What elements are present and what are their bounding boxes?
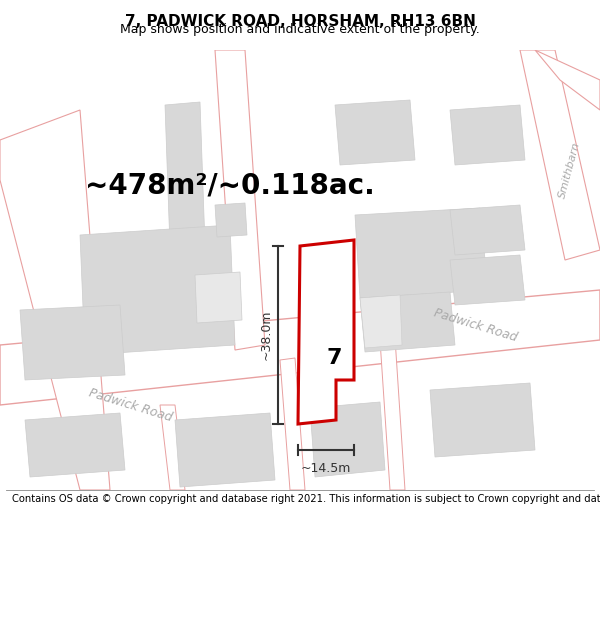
Polygon shape [520,50,600,260]
Text: Map shows position and indicative extent of the property.: Map shows position and indicative extent… [120,23,480,36]
Text: Contains OS data © Crown copyright and database right 2021. This information is : Contains OS data © Crown copyright and d… [12,494,600,504]
Text: ~478m²/~0.118ac.: ~478m²/~0.118ac. [85,171,375,199]
Polygon shape [175,413,275,487]
Polygon shape [450,105,525,165]
Text: ~14.5m: ~14.5m [301,462,351,475]
Polygon shape [355,208,488,298]
Polygon shape [335,100,415,165]
Text: Smithbarn: Smithbarn [557,141,583,199]
Polygon shape [160,405,185,490]
Text: ~38.0m: ~38.0m [260,310,273,360]
Polygon shape [25,413,125,477]
Polygon shape [450,255,525,305]
Polygon shape [450,205,525,255]
Polygon shape [380,338,405,490]
Text: 7: 7 [327,348,343,368]
Polygon shape [310,402,385,477]
Polygon shape [0,290,600,405]
Polygon shape [80,225,235,355]
Polygon shape [215,50,265,350]
Polygon shape [195,272,242,323]
Polygon shape [360,295,402,348]
Polygon shape [360,292,455,352]
Polygon shape [0,110,110,490]
Polygon shape [215,203,247,237]
Polygon shape [280,358,305,490]
Polygon shape [298,240,354,424]
Polygon shape [165,102,205,248]
Text: 7, PADWICK ROAD, HORSHAM, RH13 6BN: 7, PADWICK ROAD, HORSHAM, RH13 6BN [125,14,475,29]
Polygon shape [535,50,600,110]
Text: Padwick Road: Padwick Road [431,306,518,344]
Text: Padwick Road: Padwick Road [86,386,173,424]
Polygon shape [20,305,125,380]
Polygon shape [430,383,535,457]
